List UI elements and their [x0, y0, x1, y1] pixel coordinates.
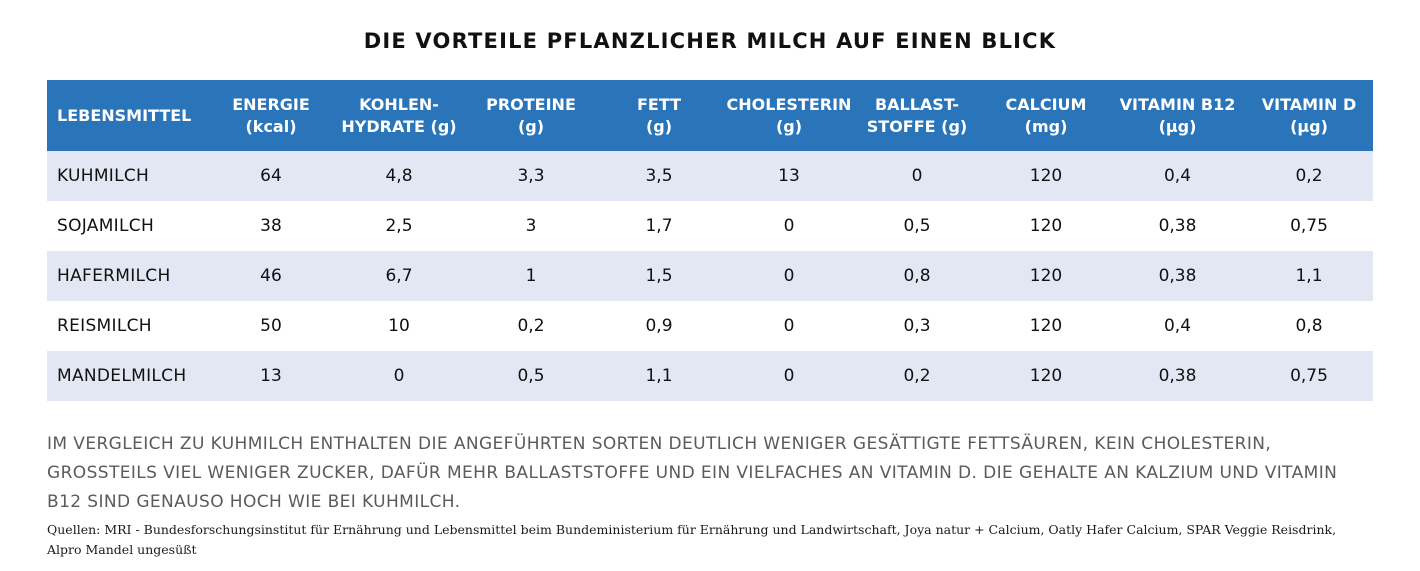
table-cell: 120 [982, 351, 1110, 401]
table-row: MANDELMILCH 13 0 0,5 1,1 0 0,2 120 0,38 … [47, 351, 1373, 401]
table-cell: 64 [214, 151, 328, 201]
table-cell: 0,38 [1158, 216, 1197, 236]
table-cell: 0,9 [645, 316, 673, 336]
table-cell: 10 [388, 316, 410, 336]
table-cell: 0,8 [1295, 316, 1323, 336]
table-row: HAFERMILCH 46 6,7 1 1,5 0 0,8 120 0,38 1… [47, 251, 1373, 301]
table-cell: 0,2 [1245, 151, 1373, 201]
header-row: LEBENSMITTEL ENERGIE (kcal) KOHLEN- HYDR… [47, 80, 1373, 151]
column-header-vitamin-d: VITAMIN D (µg) [1245, 80, 1373, 151]
table-cell: 0,5 [470, 351, 592, 401]
table-cell: 0,2 [517, 316, 545, 336]
table-cell: 38 [260, 216, 282, 236]
column-header-proteine: PROTEINE (g) [470, 80, 592, 151]
table-row: REISMILCH 50 10 0,2 0,9 0 0,3 120 0,4 0,… [47, 301, 1373, 351]
table-cell: 0 [783, 216, 795, 236]
table-cell: 120 [1029, 316, 1063, 336]
table-row: SOJAMILCH 38 2,5 3 1,7 0 0,5 120 0,38 0,… [47, 201, 1373, 251]
table-cell: 3,5 [592, 151, 726, 201]
table-cell: 0,4 [1110, 151, 1245, 201]
table-cell: 6,7 [328, 251, 470, 301]
table-cell: 0,4 [1163, 316, 1192, 336]
column-header-ballaststoffe: BALLAST- STOFFE (g) [852, 80, 982, 151]
table-cell: 1 [470, 251, 592, 301]
table-cell: 0,75 [1245, 351, 1373, 401]
table-cell: 4,8 [328, 151, 470, 201]
table-cell: 0,38 [1110, 351, 1245, 401]
table-cell: 0,8 [852, 251, 982, 301]
table-cell: 0,2 [852, 351, 982, 401]
summary-note: IM VERGLEICH ZU KUHMILCH ENTHALTEN DIE A… [47, 434, 1338, 512]
row-label: KUHMILCH [47, 151, 214, 201]
table-cell: 120 [982, 251, 1110, 301]
table-cell: 46 [214, 251, 328, 301]
row-label: SOJAMILCH [57, 216, 155, 236]
table-cell: 120 [982, 151, 1110, 201]
column-header-fett: FETT (g) [592, 80, 726, 151]
table-cell: 1,1 [592, 351, 726, 401]
table-cell: 0,75 [1290, 216, 1328, 236]
table-header: LEBENSMITTEL ENERGIE (kcal) KOHLEN- HYDR… [47, 80, 1373, 151]
page-title: DIE VORTEILE PFLANZLICHER MILCH AUF EINE… [363, 29, 1057, 53]
column-header-calcium: CALCIUM (mg) [982, 80, 1110, 151]
table-cell: 0 [852, 151, 982, 201]
table-cell: 3,3 [470, 151, 592, 201]
column-header-kohlenhydrate: KOHLEN- HYDRATE (g) [328, 80, 470, 151]
sources-footnote: Quellen: MRI - Bundesforschungsinstitut … [47, 522, 1337, 557]
table-cell: 0,5 [903, 216, 931, 236]
table-cell: 50 [260, 316, 282, 336]
column-header-energie: ENERGIE (kcal) [214, 80, 328, 151]
column-header-cholesterin: CHOLESTERIN (g) [726, 80, 852, 151]
row-label: HAFERMILCH [47, 251, 214, 301]
nutrition-table: LEBENSMITTEL ENERGIE (kcal) KOHLEN- HYDR… [47, 80, 1373, 401]
column-header-lebensmittel: LEBENSMITTEL [47, 80, 214, 151]
table-cell: 0,38 [1110, 251, 1245, 301]
column-header-vitamin-b12: VITAMIN B12 (µg) [1110, 80, 1245, 151]
row-label: REISMILCH [57, 316, 152, 336]
table-cell: 0,3 [903, 316, 931, 336]
table-cell: 1,1 [1245, 251, 1373, 301]
table-cell: 13 [726, 151, 852, 201]
table-cell: 1,5 [592, 251, 726, 301]
table-cell: 2,5 [385, 216, 413, 236]
table-cell: 13 [214, 351, 328, 401]
table-body: KUHMILCH 64 4,8 3,3 3,5 13 0 120 0,4 0,2… [47, 151, 1373, 401]
row-label: MANDELMILCH [47, 351, 214, 401]
table-cell: 120 [1029, 216, 1063, 236]
table-cell: 3 [525, 216, 537, 236]
table-cell: 0 [783, 316, 795, 336]
table-cell: 0 [726, 251, 852, 301]
table-cell: 1,7 [645, 216, 673, 236]
table-row: KUHMILCH 64 4,8 3,3 3,5 13 0 120 0,4 0,2 [47, 151, 1373, 201]
table-cell: 0 [726, 351, 852, 401]
table-cell: 0 [328, 351, 470, 401]
